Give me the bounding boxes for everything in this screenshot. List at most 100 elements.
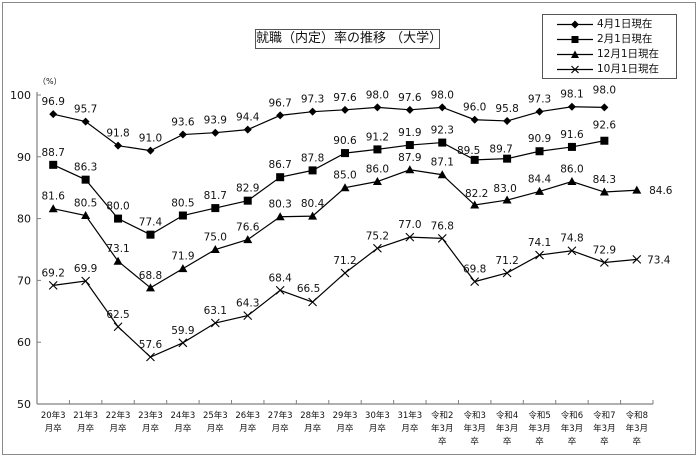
data-label: 91.6 [560, 129, 584, 141]
data-label: 86.7 [268, 159, 291, 171]
data-label: 62.5 [106, 309, 129, 321]
x-tick-label: 23年3 [138, 410, 163, 421]
x-tick-label: 年3月 [626, 423, 648, 434]
y-tick-label: 100 [10, 89, 31, 102]
legend-label: 2月1日現在 [597, 33, 653, 45]
legend-item-apr: 4月1日現在 [543, 17, 678, 32]
y-tick-label: 70 [17, 274, 31, 287]
data-label: 75.2 [366, 230, 389, 242]
legend-item-dec: 12月1日現在 [543, 47, 678, 62]
diamond-marker-icon [557, 20, 593, 29]
data-label: 91.0 [139, 133, 162, 145]
data-label: 90.9 [528, 133, 551, 145]
data-label: 92.6 [593, 120, 617, 132]
x-tick-label: 令和2 [431, 410, 453, 421]
x-tick-label: 月卒 [142, 423, 160, 434]
x-tick-label: 31年3 [397, 410, 422, 421]
x-tick-label: 25年3 [203, 410, 228, 421]
data-label: 72.9 [593, 244, 616, 256]
x-tick-label: 令和3 [463, 410, 485, 421]
x-tick-label: 令和6 [561, 410, 583, 421]
data-label: 92.3 [431, 125, 454, 137]
series-line [53, 106, 605, 152]
x-marker-icon [557, 65, 593, 74]
x-tick-label: 令和8 [626, 410, 648, 421]
data-label: 86.0 [366, 164, 389, 176]
x-tick-label: 年3月 [528, 423, 550, 434]
x-tick-label: 年3月 [463, 423, 485, 434]
data-label: 57.6 [139, 339, 163, 351]
data-label: 80.0 [106, 201, 129, 213]
square-marker-icon [557, 36, 593, 43]
data-label: 69.2 [42, 267, 65, 279]
data-label: 71.2 [333, 255, 356, 267]
data-label: 68.4 [268, 272, 292, 284]
x-tick-label: 卒 [633, 436, 642, 447]
data-label: 81.7 [204, 190, 227, 202]
data-label: 74.8 [560, 233, 583, 245]
x-tick-label: 年3月 [593, 423, 615, 434]
chart-frame [2, 2, 696, 455]
x-tick-label: 月卒 [207, 423, 225, 434]
data-label: 95.8 [495, 103, 518, 115]
y-tick-label: 80 [17, 213, 31, 226]
x-tick-label: 令和4 [496, 410, 518, 421]
data-label: 84.4 [528, 173, 552, 185]
x-tick-label: 21年3 [73, 410, 98, 421]
data-label: 97.6 [398, 92, 422, 104]
x-tick-label: 22年3 [106, 410, 131, 421]
data-label: 81.6 [42, 191, 66, 203]
data-label: 87.8 [301, 152, 324, 164]
data-label: 84.3 [593, 174, 616, 186]
x-tick-label: 月卒 [336, 423, 354, 434]
data-label: 97.3 [528, 94, 551, 106]
x-tick-label: 月卒 [77, 423, 95, 434]
data-label: 93.6 [171, 117, 195, 129]
data-label: 91.2 [366, 131, 389, 143]
legend-label: 12月1日現在 [597, 48, 660, 60]
data-label: 80.5 [171, 198, 194, 210]
data-label: 96.7 [268, 97, 291, 109]
data-label: 76.8 [431, 220, 454, 232]
legend-label: 10月1日現在 [597, 63, 660, 75]
data-label: 86.0 [560, 164, 583, 176]
data-label: 91.9 [398, 127, 421, 139]
data-label: 59.9 [171, 325, 194, 337]
data-label: 68.8 [139, 270, 162, 282]
x-tick-label: 卒 [503, 436, 512, 447]
data-label: 77.4 [139, 217, 163, 229]
x-tick-label: 月卒 [45, 423, 63, 434]
data-label: 84.6 [649, 185, 673, 197]
legend-item-feb: 2月1日現在 [543, 32, 678, 47]
data-label: 98.0 [431, 89, 454, 101]
y-tick-label: 60 [17, 336, 31, 349]
data-label: 74.1 [528, 237, 551, 249]
data-label: 66.5 [297, 283, 320, 295]
data-label: 94.4 [236, 112, 260, 124]
data-label: 98.0 [366, 89, 389, 101]
x-tick-label: 26年3 [235, 410, 260, 421]
data-label: 63.1 [204, 305, 227, 317]
data-label: 73.1 [106, 243, 129, 255]
data-label: 88.7 [42, 147, 65, 159]
data-label: 96.0 [463, 102, 486, 114]
x-tick-label: 卒 [568, 436, 577, 447]
data-label: 83.0 [493, 183, 516, 195]
data-label: 86.3 [74, 162, 97, 174]
x-tick-label: 月卒 [304, 423, 322, 434]
data-label: 80.3 [268, 199, 291, 211]
x-tick-label: 卒 [600, 436, 609, 447]
data-label: 98.1 [560, 89, 583, 101]
data-label: 95.7 [74, 104, 97, 116]
data-label: 76.6 [236, 222, 260, 234]
legend-label: 4月1日現在 [597, 18, 653, 30]
x-tick-label: 卒 [438, 436, 447, 447]
chart-title: 就職（内定）率の推移 （大学） [255, 29, 442, 49]
triangle-marker-icon [557, 50, 593, 58]
data-label: 93.9 [204, 115, 227, 127]
data-label: 71.9 [171, 251, 194, 263]
y-tick-label: 90 [17, 151, 31, 164]
data-label: 85.0 [333, 170, 356, 182]
data-label: 82.2 [465, 188, 488, 200]
